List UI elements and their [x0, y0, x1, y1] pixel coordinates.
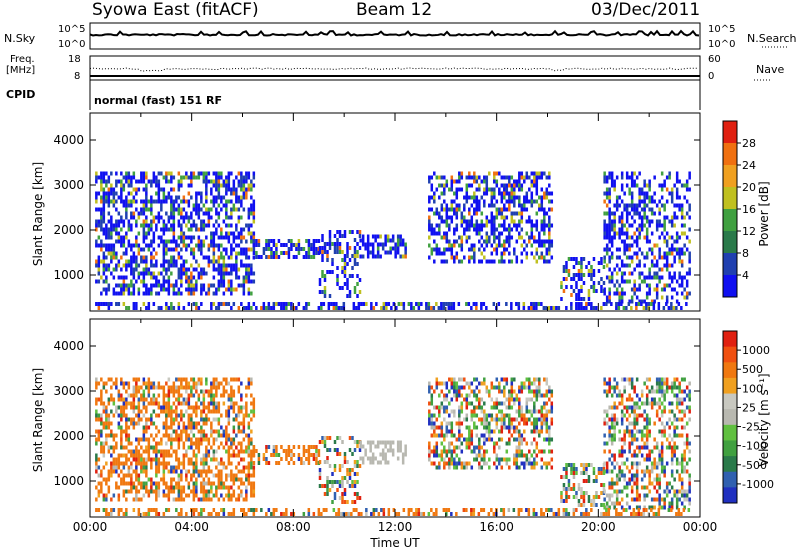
freq-unit-label: [MHz]	[6, 65, 36, 76]
date-title: 03/Dec/2011	[591, 0, 701, 20]
nsearch-tick-bottom: 10^0	[708, 39, 736, 50]
nsearch-label: N.Search	[747, 32, 797, 45]
velocity-colorbar-label: Velocity [m s⁻¹]	[757, 373, 771, 466]
y-tick-label: 4000	[53, 133, 84, 147]
x-tick-label: 00:00	[73, 520, 108, 534]
nsky-tick-bottom: 10^0	[58, 39, 86, 50]
y-tick-label: 4000	[53, 339, 84, 353]
colorbar-swatch	[723, 393, 737, 410]
colorbar-tick-label: 4	[742, 269, 749, 282]
colorbar-tick-label: 25	[742, 401, 756, 414]
colorbar-swatch	[723, 377, 737, 395]
nsky-label: N.Sky	[4, 32, 36, 45]
y-tick-label: 2000	[53, 223, 84, 237]
colorbar-swatch	[723, 121, 737, 144]
y-tick-label: 1000	[53, 474, 84, 488]
nsky-tick-top: 10^5	[58, 24, 86, 35]
colorbar-swatch	[723, 331, 737, 348]
x-tick-label: 16:00	[479, 520, 514, 534]
colorbar-tick-label: -1000	[742, 478, 774, 491]
velocity-ylabel: Slant Range [km]	[31, 368, 45, 472]
cpid-label: CPID	[6, 88, 36, 101]
y-tick-label: 1000	[53, 268, 84, 282]
colorbar-swatch	[723, 231, 737, 254]
nsearch-tick-top: 10^5	[708, 24, 736, 35]
cpid-text: normal (fast) 151 RF	[94, 94, 222, 107]
colorbar-swatch	[723, 346, 737, 363]
x-tick-label: 12:00	[378, 520, 413, 534]
x-axis-label: Time UT	[369, 536, 420, 550]
velocity-colorbar: 1000 500 100 25 -25 -100 -500 -1000	[722, 330, 774, 504]
colorbar-swatch	[723, 487, 737, 504]
colorbar-tick-label: 24	[742, 159, 756, 172]
y-tick-label: 2000	[53, 429, 84, 443]
colorbar-tick-label: 28	[742, 137, 756, 150]
noise-panel-frame	[89, 22, 701, 50]
nave-tick-top: 60	[708, 54, 721, 65]
colorbar-swatch	[723, 471, 737, 488]
colorbar-tick-label: 16	[742, 203, 756, 216]
colorbar-tick-label: 100	[742, 382, 763, 395]
colorbar-tick-label: 8	[742, 247, 749, 260]
colorbar-tick-label: 20	[742, 181, 756, 194]
colorbar-swatch	[723, 143, 737, 166]
colorbar-swatch	[723, 187, 737, 210]
colorbar-tick-label: 500	[742, 363, 763, 376]
colorbar-swatch	[723, 253, 737, 276]
colorbar-tick-label: -500	[742, 459, 767, 472]
station-title: Syowa East (fitACF)	[92, 0, 259, 20]
beam-title: Beam 12	[356, 0, 433, 20]
x-tick-label: 04:00	[174, 520, 209, 534]
power-heatmap-cells	[95, 171, 691, 310]
colorbar-swatch	[723, 409, 737, 426]
colorbar-swatch	[723, 456, 737, 473]
colorbar-tick-label: 12	[742, 225, 756, 238]
y-tick-label: 3000	[53, 384, 84, 398]
colorbar-tick-label: -100	[742, 440, 767, 453]
colorbar-tick-label: 1000	[742, 344, 770, 357]
nave-label: Nave	[756, 63, 785, 76]
y-tick-label: 3000	[53, 178, 84, 192]
power-colorbar: 4 8 12 16 20 24 28	[722, 120, 756, 298]
colorbar-swatch	[723, 440, 737, 457]
x-tick-label: 08:00	[276, 520, 311, 534]
noise-sky-line	[89, 29, 700, 37]
freq-label: Freq.	[10, 54, 35, 65]
power-ylabel: Slant Range [km]	[31, 162, 45, 266]
colorbar-tick-label: -25	[742, 421, 760, 434]
x-tick-label: 20:00	[581, 520, 616, 534]
x-tick-label: 00:00	[683, 520, 718, 534]
freq-tick-bottom: 8	[74, 71, 81, 82]
colorbar-swatch	[723, 424, 737, 441]
colorbar-swatch	[723, 362, 737, 379]
nave-tick-bottom: 0	[708, 71, 715, 82]
colorbar-swatch	[723, 275, 737, 298]
freq-line	[89, 67, 699, 72]
velocity-heatmap-cells	[95, 377, 691, 516]
colorbar-swatch	[723, 209, 737, 232]
colorbar-swatch	[723, 165, 737, 188]
power-colorbar-label: Power [dB]	[757, 181, 771, 246]
freq-tick-top: 18	[68, 54, 81, 65]
